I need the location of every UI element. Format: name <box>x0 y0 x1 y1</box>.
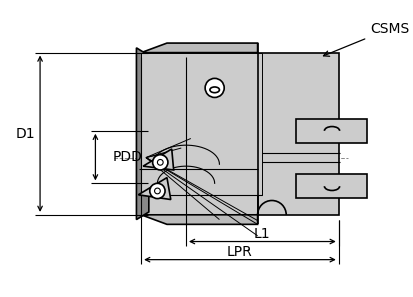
Polygon shape <box>143 149 173 170</box>
Polygon shape <box>136 48 149 219</box>
Circle shape <box>157 159 163 165</box>
Polygon shape <box>258 53 339 215</box>
Text: D1: D1 <box>16 127 35 141</box>
Text: LPR: LPR <box>227 245 253 259</box>
Circle shape <box>153 155 168 170</box>
Circle shape <box>154 188 160 194</box>
Polygon shape <box>296 119 367 143</box>
Polygon shape <box>141 43 258 53</box>
Circle shape <box>205 78 224 97</box>
Ellipse shape <box>210 87 219 93</box>
Polygon shape <box>141 215 258 224</box>
Polygon shape <box>296 174 367 198</box>
Polygon shape <box>141 158 258 169</box>
Polygon shape <box>138 178 171 200</box>
Text: L1: L1 <box>254 227 271 241</box>
Polygon shape <box>141 53 258 215</box>
Polygon shape <box>141 53 262 195</box>
Text: PDD: PDD <box>113 150 142 164</box>
Text: CSMS: CSMS <box>323 22 409 56</box>
Circle shape <box>150 183 165 199</box>
